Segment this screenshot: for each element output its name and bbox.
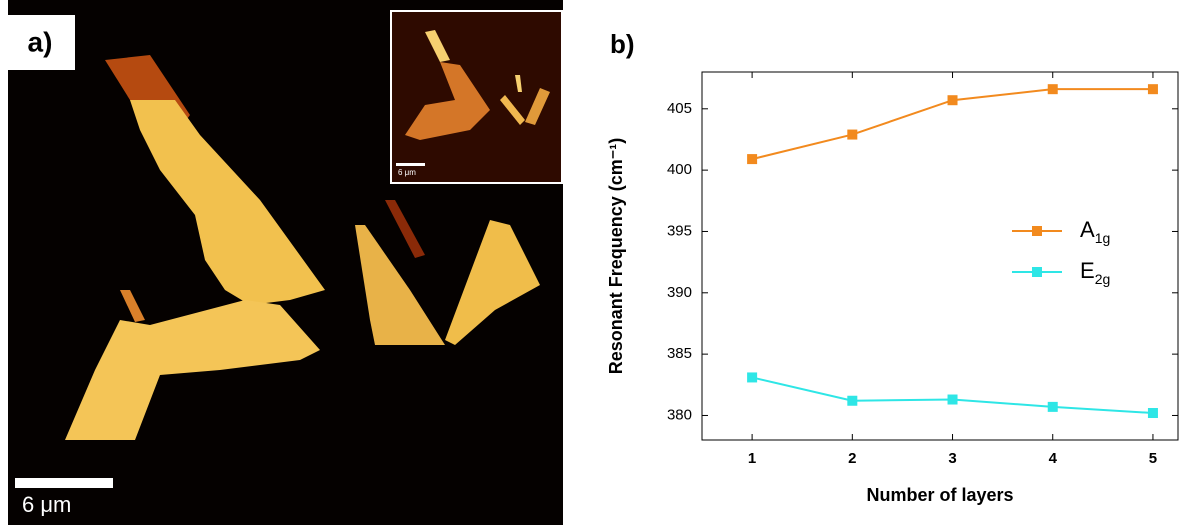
y-tick-label: 405 (667, 100, 692, 117)
micrograph: a) 6 μm 6 μm (8, 0, 563, 525)
x-tick-label: 4 (1049, 450, 1058, 467)
marker (948, 395, 958, 405)
legend-subscript: 1g (1095, 230, 1111, 246)
x-tick-label: 3 (948, 450, 956, 467)
marker (747, 372, 757, 382)
inset-scale-label: 6 μm (398, 168, 416, 177)
legend-marker (1032, 267, 1042, 277)
marker (1048, 402, 1058, 412)
x-tick-label: 5 (1149, 450, 1157, 467)
plot-frame (702, 72, 1178, 440)
scale-bar (15, 478, 113, 488)
y-tick-label: 390 (667, 284, 692, 301)
marker (948, 95, 958, 105)
y-tick-label: 400 (667, 161, 692, 178)
x-tick-label: 1 (748, 450, 756, 467)
x-tick-label: 2 (848, 450, 856, 467)
y-tick-label: 380 (667, 406, 692, 423)
marker (1148, 408, 1158, 418)
marker (847, 396, 857, 406)
panel-label: b) (610, 29, 635, 59)
scale-bar-label: 6 μm (22, 492, 71, 517)
page: a) 6 μm 6 μm b) Number of layers Resonan… (0, 0, 1197, 525)
x-axis-label: Number of layers (866, 485, 1013, 505)
figure: a) 6 μm 6 μm b) Number of layers Resonan… (0, 0, 1197, 525)
y-tick-label: 385 (667, 345, 692, 362)
legend-label: E2g (1080, 258, 1110, 287)
inset-scale-bar (396, 163, 425, 166)
legend-subscript: 2g (1095, 271, 1111, 287)
y-tick-label: 395 (667, 222, 692, 239)
marker (1048, 84, 1058, 94)
legend-marker (1032, 226, 1042, 236)
legend-label: A1g (1080, 217, 1110, 246)
y-axis-label: Resonant Frequency (cm⁻¹) (606, 138, 626, 375)
marker (747, 154, 757, 164)
panel-label: a) (28, 26, 53, 57)
marker (847, 130, 857, 140)
marker (1148, 84, 1158, 94)
